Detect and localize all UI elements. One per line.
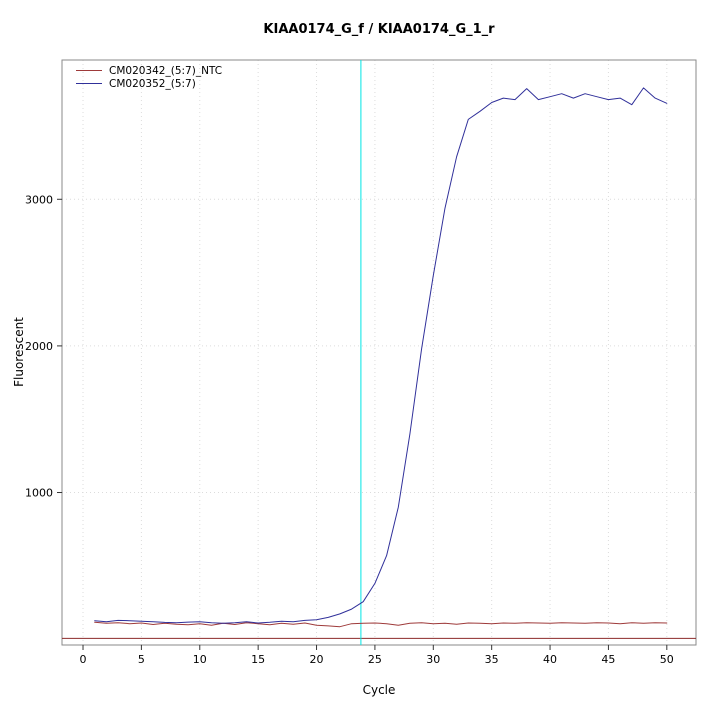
legend: CM020342_(5:7)_NTC CM020352_(5:7) (76, 64, 222, 90)
x-tick-label: 5 (138, 653, 145, 666)
y-tick-label: 3000 (25, 193, 53, 206)
x-tick-label: 10 (193, 653, 207, 666)
y-tick-label: 1000 (25, 487, 53, 500)
x-tick-label: 35 (485, 653, 499, 666)
series-line-0 (94, 621, 668, 628)
plot-frame (61, 59, 697, 646)
legend-label-ntc: CM020342_(5:7)_NTC (109, 64, 223, 77)
legend-line-sample (76, 83, 102, 84)
x-tick-label: 20 (310, 653, 324, 666)
series-line-1 (94, 87, 668, 624)
x-tick-label: 15 (251, 653, 265, 666)
x-axis-label: Cycle (362, 683, 396, 697)
legend-label-sample: CM020352_(5:7) (109, 77, 196, 90)
legend-line-ntc (76, 70, 102, 71)
legend-item-sample: CM020352_(5:7) (76, 77, 222, 90)
chart-title: KIAA0174_G_f / KIAA0174_G_1_r (263, 22, 495, 37)
x-tick-label: 25 (368, 653, 382, 666)
x-tick-label: 0 (80, 653, 87, 666)
x-tick-label: 50 (660, 653, 674, 666)
legend-item-ntc: CM020342_(5:7)_NTC (76, 64, 222, 77)
y-tick-label: 2000 (25, 340, 53, 353)
x-tick-label: 40 (543, 653, 557, 666)
x-tick-label: 45 (601, 653, 615, 666)
x-tick-label: 30 (426, 653, 440, 666)
